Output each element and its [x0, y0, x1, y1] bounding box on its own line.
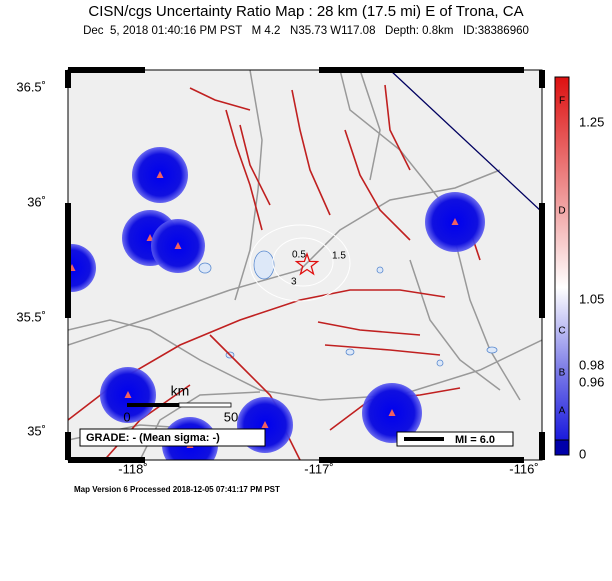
- boundary: [389, 70, 542, 213]
- lake: [345, 348, 355, 356]
- contour-label: 1.5: [332, 251, 346, 262]
- subtitle: Dec 5, 2018 01:40:16 PM PST M 4.2 N35.73…: [83, 25, 529, 37]
- station: [451, 218, 459, 225]
- lake: [253, 250, 275, 280]
- title: CISN/cgs Uncertainty Ratio Map : 28 km (…: [88, 3, 523, 20]
- frame-band: [68, 67, 145, 73]
- lat-label: 36.5˚: [16, 79, 46, 94]
- station: [261, 421, 269, 428]
- grade-letter: B: [559, 368, 566, 379]
- lat-label: 35˚: [27, 423, 46, 438]
- frame-band: [319, 457, 524, 463]
- road: [409, 259, 501, 391]
- colorbar-label: 1.05: [579, 291, 604, 306]
- lake: [436, 359, 444, 367]
- colorbar-bottom: [554, 439, 570, 456]
- contour-label: 3: [291, 277, 297, 288]
- mi-text: MI = 6.0: [455, 434, 495, 446]
- frame-band: [539, 70, 545, 88]
- lat-label: 35.5˚: [16, 309, 46, 324]
- lon-label: -117˚: [304, 461, 333, 476]
- station: [174, 242, 182, 249]
- fault-line: [344, 129, 411, 241]
- lat-label: 36˚: [27, 194, 46, 209]
- grade-text: GRADE: - (Mean sigma: -): [86, 432, 220, 444]
- footer: Map Version 6 Processed 2018-12-05 07:41…: [74, 485, 280, 494]
- grade-letter: F: [559, 96, 565, 107]
- fault-line: [384, 84, 411, 171]
- fault-line: [317, 321, 421, 336]
- road: [68, 319, 542, 401]
- map-layers: 0.5 1.5 3 km 0 50 GRADE: - (Mean sigma: -) MI =…: [68, 70, 542, 460]
- mi-box: [396, 431, 514, 447]
- frame-band: [68, 457, 145, 463]
- colorbar: [554, 76, 570, 441]
- lon-label: -116˚: [509, 461, 538, 476]
- epicenter: [294, 252, 320, 276]
- mi-line: [404, 437, 444, 441]
- frame-band: [319, 67, 524, 73]
- station: [388, 409, 396, 416]
- road: [68, 169, 501, 346]
- contour: [249, 224, 351, 302]
- colorbar-label: 1.25: [579, 114, 604, 129]
- fault-line: [225, 109, 263, 231]
- frame-band: [65, 203, 71, 318]
- grade-letter: C: [558, 326, 565, 337]
- station: [146, 234, 154, 241]
- contour-label: 0.5: [292, 250, 306, 261]
- frame-band: [539, 203, 545, 318]
- colorbar-label: 0.96: [579, 374, 604, 389]
- station: [124, 391, 132, 398]
- colorbar-label: 0.98: [579, 357, 604, 372]
- fault-line: [291, 89, 331, 216]
- lake: [486, 346, 498, 354]
- road: [359, 70, 381, 181]
- scale-bar: [178, 402, 232, 408]
- grade-letter: A: [559, 406, 566, 417]
- scale-end: 50: [224, 409, 238, 424]
- lake: [376, 266, 384, 274]
- lake: [198, 262, 212, 274]
- fault-line: [189, 87, 251, 111]
- grade-letter: D: [558, 206, 565, 217]
- scale-unit: km: [171, 383, 190, 399]
- colorbar-label: 0: [579, 446, 586, 461]
- lon-label: -118˚: [118, 461, 147, 476]
- contour: [272, 237, 334, 287]
- grade-box: [79, 428, 266, 447]
- frame-ticks: [65, 67, 545, 463]
- fault-line: [324, 344, 441, 356]
- scale-start: 0: [123, 409, 130, 424]
- station: [156, 171, 164, 178]
- frame-band: [65, 432, 71, 460]
- road: [234, 70, 263, 301]
- frame-band: [65, 70, 71, 88]
- fault-line: [239, 124, 271, 206]
- uncertainty-zone: [68, 244, 96, 292]
- frame-band: [539, 432, 545, 460]
